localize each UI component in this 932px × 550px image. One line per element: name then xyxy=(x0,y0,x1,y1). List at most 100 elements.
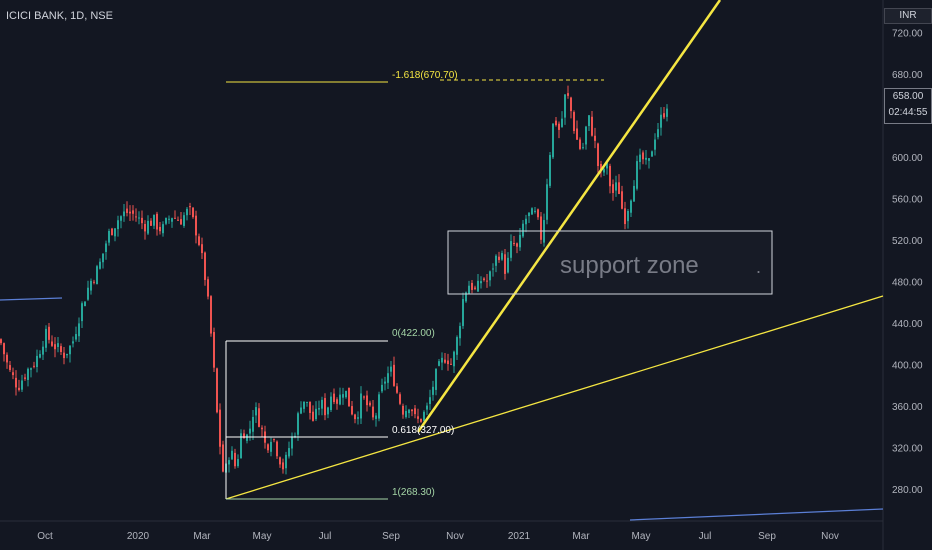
candle-body xyxy=(534,210,536,212)
candle-body xyxy=(423,411,425,421)
fib-0-label: 0(422.00) xyxy=(392,328,435,339)
candle-body xyxy=(456,337,458,355)
candle-body xyxy=(627,211,629,222)
candle-body xyxy=(126,208,128,213)
current-price: 658.00 xyxy=(892,91,924,102)
candle-body xyxy=(480,281,482,284)
time-tick: May xyxy=(253,531,272,542)
candle-body xyxy=(24,377,26,379)
candle-body xyxy=(78,323,80,337)
candle-body xyxy=(576,128,578,140)
currency-badge[interactable]: INR xyxy=(884,8,932,24)
candle-body xyxy=(558,123,560,130)
blue-line-bottom[interactable] xyxy=(629,508,884,521)
candle-body xyxy=(195,215,197,236)
candle-body xyxy=(363,396,365,398)
candle-body xyxy=(630,200,632,213)
candle-body xyxy=(204,252,206,280)
candle-body xyxy=(462,299,464,326)
candle-body xyxy=(261,427,263,430)
candle-body xyxy=(249,428,251,434)
fib-extension-label: -1.618(670.70) xyxy=(392,70,458,81)
candle-body xyxy=(477,280,479,292)
candle-body xyxy=(105,243,107,252)
candle-body xyxy=(27,368,29,380)
candle-body xyxy=(21,380,23,390)
candle-body xyxy=(180,219,182,225)
candle-body xyxy=(273,439,275,441)
candle-body xyxy=(555,120,557,126)
price-tick: 400.00 xyxy=(892,360,923,371)
candle-body xyxy=(459,326,461,339)
candle-body xyxy=(651,151,653,157)
candle-body xyxy=(99,261,101,269)
candle-body xyxy=(213,332,215,368)
support-zone-box[interactable] xyxy=(447,230,773,295)
candle-body xyxy=(603,169,605,173)
symbol-legend[interactable]: ICICI BANK, 1D, NSE xyxy=(6,10,113,22)
candle-body xyxy=(504,254,506,274)
candle-body xyxy=(3,343,5,355)
candle-body xyxy=(237,459,239,467)
candle-body xyxy=(408,409,410,414)
price-tick: 480.00 xyxy=(892,278,923,289)
time-tick: Jul xyxy=(699,531,712,542)
candle-body xyxy=(69,345,71,355)
candle-body xyxy=(441,357,443,363)
candle-body xyxy=(588,115,590,127)
candle-body xyxy=(615,182,617,191)
candle-body xyxy=(387,373,389,383)
candle-body xyxy=(189,206,191,208)
candle-body xyxy=(597,143,599,167)
candle-body xyxy=(417,416,419,419)
candle-body xyxy=(252,416,254,432)
candle-body xyxy=(291,436,293,449)
candle-body xyxy=(495,255,497,266)
candle-body xyxy=(570,97,572,112)
candle-body xyxy=(519,234,521,248)
candle-body xyxy=(384,381,386,384)
candle-body xyxy=(501,253,503,260)
candle-body xyxy=(645,157,647,160)
candle-body xyxy=(135,216,137,218)
candle-body xyxy=(381,384,383,392)
candle-body xyxy=(336,399,338,404)
time-tick: Nov xyxy=(821,531,839,542)
candle-body xyxy=(138,217,140,219)
trendline-lower[interactable] xyxy=(225,295,884,500)
candle-body xyxy=(453,351,455,367)
candle-body xyxy=(144,223,146,232)
candle-body xyxy=(279,457,281,465)
candle-body xyxy=(621,191,623,209)
price-tick: 320.00 xyxy=(892,443,923,454)
fib-1-label: 1(268.30) xyxy=(392,487,435,498)
candle-body xyxy=(276,441,278,457)
candle-body xyxy=(579,139,581,149)
time-tick: Mar xyxy=(572,531,590,542)
fib-0618-label: 0.618(327.00) xyxy=(392,425,454,436)
candle-body xyxy=(186,208,188,216)
candle-body xyxy=(111,228,113,236)
candle-body xyxy=(63,352,65,359)
candle-body xyxy=(246,434,248,441)
current-price-box: 658.00 02:44:55 xyxy=(884,88,932,124)
candle-body xyxy=(546,184,548,220)
blue-line-left[interactable] xyxy=(0,297,63,301)
candle-body xyxy=(108,230,110,243)
candle-body xyxy=(183,215,185,226)
price-tick: 560.00 xyxy=(892,195,923,206)
candle-body xyxy=(468,285,470,294)
candle-body xyxy=(9,365,11,371)
candle-body xyxy=(192,207,194,218)
candle-body xyxy=(156,213,158,230)
candle-body xyxy=(351,406,353,415)
candle-body xyxy=(573,112,575,132)
candle-body xyxy=(285,454,287,469)
trendline-steep[interactable] xyxy=(416,0,722,433)
candle-body xyxy=(624,208,626,225)
candle-body xyxy=(294,435,296,437)
candle-body xyxy=(348,387,350,407)
candle-body xyxy=(426,405,428,410)
candle-body xyxy=(342,394,344,398)
